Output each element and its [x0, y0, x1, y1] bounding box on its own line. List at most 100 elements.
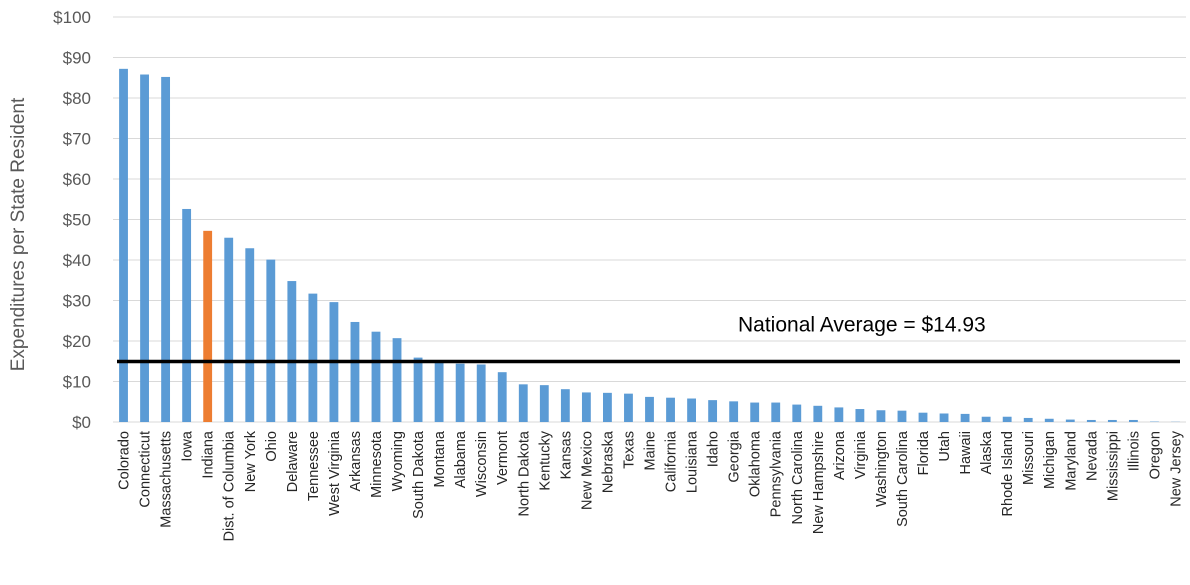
- bar: [603, 392, 612, 422]
- bar: [876, 410, 886, 422]
- bar: [245, 248, 255, 422]
- x-category-label: Virginia: [853, 430, 869, 479]
- bar: [161, 76, 171, 422]
- bar: [560, 389, 570, 422]
- x-category-label: West Virginia: [327, 430, 343, 516]
- x-category-label: Massachusetts: [159, 431, 175, 528]
- national-average-label: National Average = $14.93: [738, 314, 986, 337]
- y-tick-label: $60: [63, 170, 91, 189]
- x-category-label: Washington: [874, 431, 890, 507]
- x-category-label: Maryland: [1063, 431, 1079, 491]
- x-category-label: South Dakota: [411, 430, 427, 519]
- x-category-label: Pennsylvania: [769, 430, 785, 517]
- bar: [897, 410, 907, 422]
- bar: [203, 230, 213, 422]
- bar: [771, 402, 781, 422]
- bar: [624, 393, 633, 422]
- bar: [792, 404, 802, 422]
- y-axis-label: Expenditures per State Resident: [8, 97, 29, 371]
- x-category-label: New Hampshire: [811, 431, 827, 534]
- y-tick-label: $20: [63, 332, 91, 351]
- x-category-label: Alabama: [453, 430, 469, 488]
- bar: [392, 338, 402, 422]
- bar: [140, 74, 149, 422]
- x-category-label: Wisconsin: [474, 431, 490, 497]
- bar: [455, 363, 465, 422]
- x-category-label: Utah: [937, 431, 953, 462]
- bar: [119, 68, 128, 422]
- x-category-label: North Carolina: [790, 430, 806, 524]
- bar: [497, 372, 507, 422]
- bar: [308, 293, 318, 422]
- bar: [518, 384, 528, 422]
- y-axis-ticks: $0 $10 $20 $30 $40 $50 $60 $70 $80 $90 $100: [53, 8, 91, 432]
- x-category-label: New Mexico: [579, 431, 595, 510]
- x-category-label: South Carolina: [895, 430, 911, 527]
- bar: [224, 237, 234, 422]
- x-category-label: Nevada: [1084, 430, 1100, 481]
- x-category-label: Kentucky: [537, 430, 553, 490]
- y-tick-label: $40: [63, 251, 91, 270]
- bar: [960, 413, 970, 422]
- bar: [266, 259, 276, 422]
- x-category-label: Missouri: [1021, 431, 1037, 485]
- bar: [1065, 419, 1075, 422]
- y-tick-label: $0: [72, 413, 91, 432]
- bar: [539, 385, 549, 422]
- x-category-label: Alaska: [979, 430, 995, 474]
- x-category-label: Rhode Island: [1000, 431, 1016, 516]
- x-category-label: Louisiana: [685, 430, 701, 493]
- bar: [645, 396, 654, 422]
- bar: [918, 412, 928, 422]
- y-tick-label: $80: [63, 89, 91, 108]
- y-tick-label: $70: [63, 130, 91, 149]
- bar: [729, 401, 739, 422]
- bar: [981, 416, 991, 422]
- x-category-label: Arkansas: [348, 431, 364, 491]
- y-tick-label: $90: [63, 49, 91, 68]
- x-category-label: Mississippi: [1105, 431, 1121, 501]
- x-category-label: Ohio: [264, 431, 280, 462]
- bars: [119, 68, 1180, 422]
- bar: [581, 392, 591, 422]
- x-category-label: Kansas: [558, 431, 574, 479]
- x-category-label: California: [664, 430, 680, 492]
- x-category-label: Montana: [432, 430, 448, 487]
- x-category-label: Vermont: [495, 431, 511, 485]
- bar: [1044, 418, 1054, 422]
- bar: [1107, 419, 1117, 422]
- y-tick-label: $50: [63, 211, 91, 230]
- bar: [434, 361, 444, 422]
- x-category-label: North Dakota: [516, 430, 532, 516]
- x-category-label: Nebraska: [600, 430, 616, 493]
- bar: [476, 364, 486, 422]
- x-category-label: Oregon: [1147, 431, 1163, 479]
- bar: [750, 402, 760, 422]
- x-category-label: Maine: [643, 431, 659, 471]
- x-category-label: Arizona: [832, 430, 848, 480]
- bar: [666, 397, 675, 422]
- bar: [371, 331, 381, 422]
- bar: [182, 208, 192, 422]
- x-category-label: Oklahoma: [748, 430, 764, 497]
- x-category-label: Connecticut: [138, 431, 154, 508]
- bar: [834, 407, 844, 422]
- y-tick-label: $100: [53, 8, 91, 27]
- bar: [687, 398, 696, 422]
- bar: [813, 405, 823, 422]
- x-category-label: Idaho: [706, 431, 722, 467]
- bar: [708, 400, 718, 422]
- bar: [350, 321, 360, 422]
- x-category-label: Dist. of Columbia: [222, 430, 238, 541]
- bar: [1086, 419, 1096, 422]
- bar: [1002, 416, 1012, 422]
- x-category-label: Indiana: [201, 430, 217, 479]
- x-category-label: Texas: [621, 431, 637, 469]
- x-category-label: Michigan: [1042, 431, 1058, 489]
- x-category-label: Minnesota: [369, 430, 385, 498]
- x-category-label: Florida: [916, 430, 932, 475]
- bar: [1023, 417, 1033, 422]
- bar: [413, 357, 423, 422]
- x-axis-categories: Colorado Connecticut Massachusetts Iowa Indi…: [117, 430, 1185, 541]
